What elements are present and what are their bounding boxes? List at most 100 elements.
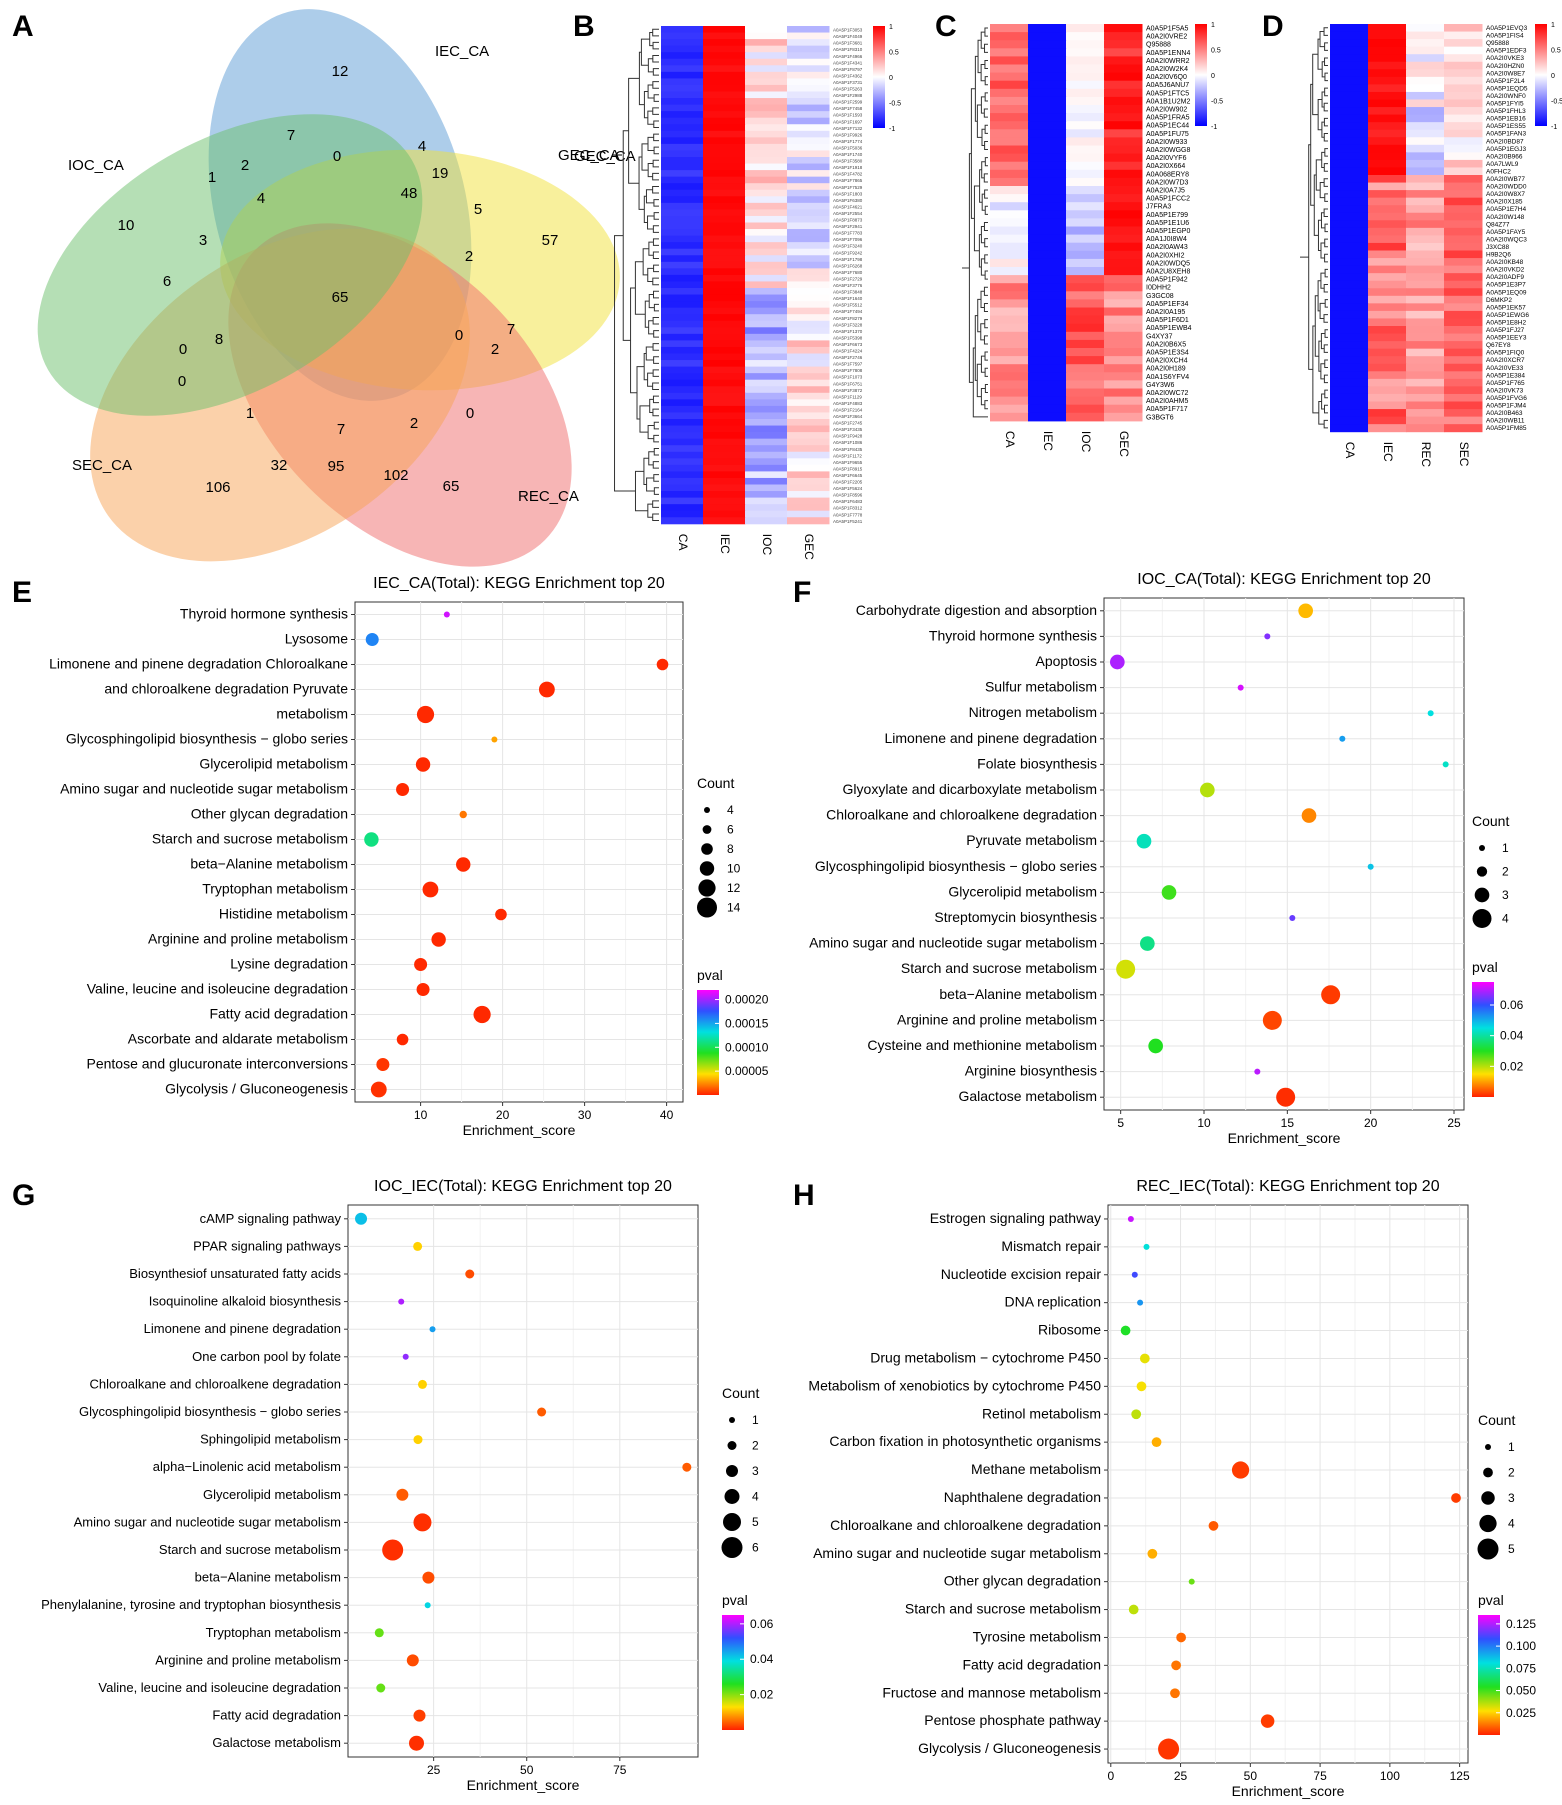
heatC-cell [1028,250,1067,260]
chartH-legend-count-label-1: 2 [1508,1466,1515,1480]
heatB-cell [661,163,704,171]
heatD-cell [1406,31,1445,40]
heatB-cell [703,45,746,53]
venn-label-gec: GEC_CA [574,148,636,165]
heatB-cell [661,196,704,204]
chartF-row-label-7: Glyoxylate and dicarboxylate metabolism [843,781,1097,797]
heatD-cell [1444,295,1483,304]
venn-count-17: 8 [215,331,223,348]
heatD-cell [1406,107,1445,116]
venn-count-1: 7 [287,127,295,144]
heatB-cell [661,84,704,92]
heatB-row-label: A0A5P1F6645 [833,473,863,478]
chartG-point-12 [382,1539,404,1561]
chartG-legend-count-dot-1 [727,1441,737,1450]
heatD-cell [1330,220,1369,229]
heatB-cell [703,432,746,440]
heatD-cell [1444,190,1483,199]
heatC-cell [990,24,1029,33]
heatD-cell [1406,416,1445,425]
heatB-cell [661,504,704,512]
heatB-cell [745,143,788,151]
heatD-cell [1444,197,1483,206]
heatC-cell [1066,348,1105,357]
chartG-legend-count-label-4: 5 [752,1515,759,1529]
chartG-point-8 [413,1435,423,1445]
heatD-cell [1330,378,1369,387]
heatC-cell [1104,275,1143,284]
heatD-dendrogram [1300,27,1328,429]
chartF-point-19 [1276,1087,1296,1107]
heatB-cell [661,432,704,440]
heatB-cell [703,235,746,243]
heatC-cell [1028,218,1067,227]
chartH-legend-pval-label-1: 0.100 [1506,1639,1536,1653]
heatB-row-label: A0A5P1F7783 [833,231,863,236]
heatC-cell [1066,153,1105,163]
chartH-legend-pval-label-4: 0.025 [1506,1706,1536,1720]
heatD-row-label: A0FHC2 [1486,168,1511,175]
heatC-row-label: A0A2I0W7D3 [1146,179,1189,186]
heatB-row-label: A0A5P1F2554 [833,211,863,216]
heatD-cell [1406,129,1445,138]
heatC-cell [990,331,1029,341]
heatC-cell [1028,177,1067,187]
heatB-cell [661,274,704,282]
heatB-cell [661,261,704,269]
heatC-row-label: A0A2I0WDQ5 [1146,260,1190,267]
heatC-cell [1104,348,1143,357]
heatD-cell [1444,288,1483,297]
heatD-cell [1444,378,1483,387]
heatB-cell [661,248,704,256]
heatC-cell [1028,24,1067,33]
heatC-cell [1066,48,1105,57]
heatB-cell [661,170,704,178]
heatC-cell [1104,194,1143,203]
chartE-legend-count-label-3: 10 [727,862,741,876]
panel-letter-h: H [793,1179,815,1212]
heatC-row-label: G3GC08 [1146,293,1174,300]
heatB-row-label: A0A5P1F7680 [833,270,863,275]
heatD-cell [1406,265,1445,274]
heatD-cell [1330,303,1369,312]
heatB-cell [703,320,746,328]
heatD-row-label: A0A5P1FHL3 [1486,108,1526,115]
heatB-cell [745,71,788,79]
heatC-cell [990,64,1029,74]
heatD-cell [1444,76,1483,85]
heatD-row-label: A0A5P1FIS4 [1486,33,1524,40]
heatB-row-label: A0A5P1F4362 [833,73,863,78]
heatB-cell [703,392,746,400]
heatD-cell [1330,227,1369,236]
heatD-cell [1406,46,1445,55]
heatB-row-label: A0A5P1F3872 [833,388,863,393]
chartH-point-3 [1137,1299,1144,1306]
heatC-cell [1104,380,1143,389]
heatD-row-label: A0A2I0XCR7 [1486,357,1525,364]
heatB-cell [703,229,746,237]
heatC-col-label-IEC: IEC [1041,431,1055,451]
heatB-dendrogram [614,28,659,522]
heatB-cell [661,340,704,348]
heatD-cell [1406,54,1445,63]
heatB-cell [703,438,746,446]
heatC-cell [1028,372,1067,381]
heatB-cell [703,26,746,34]
heatC-cell [990,88,1029,98]
heatD-scale-tick-4: -1 [1551,124,1557,131]
heatB-cell [703,58,746,66]
chartG-point-2 [465,1269,475,1279]
heatD-cell [1368,341,1407,350]
chartG-legend-count-dot-5 [721,1537,743,1558]
heatC-col-label-IOC: IOC [1079,431,1093,453]
heatB-row-label: A0A5P1F7096 [833,237,863,242]
chartF-point-11 [1161,885,1177,900]
heatD-cell [1330,318,1369,327]
heatD-cell [1406,24,1445,33]
heatB-cell [703,176,746,184]
heatC-cell [1028,380,1067,389]
heatD-cell [1330,144,1369,153]
heatC-cell [1066,80,1105,90]
chartF-row-label-19: Galactose metabolism [958,1088,1097,1104]
